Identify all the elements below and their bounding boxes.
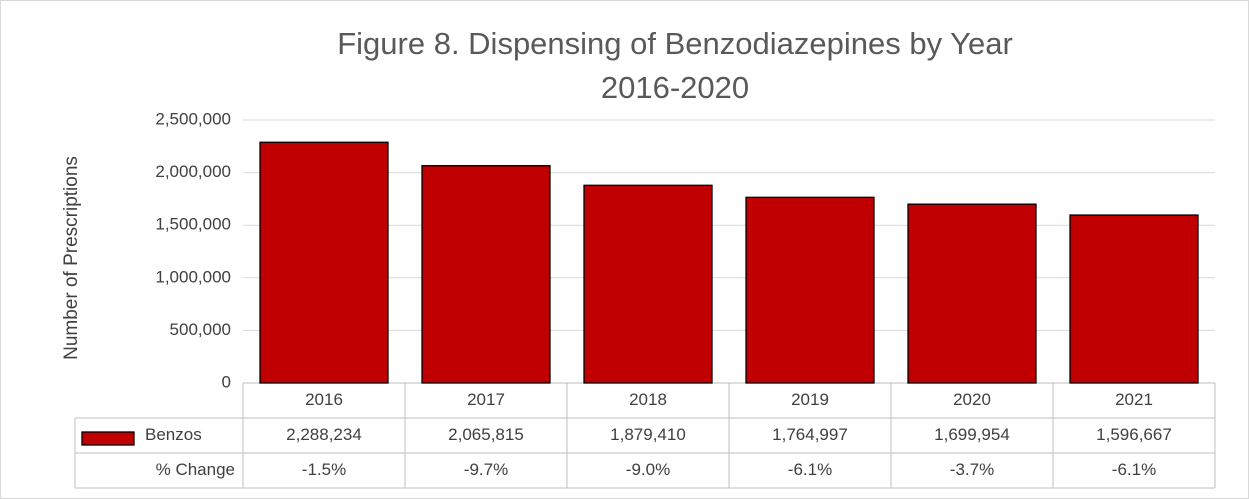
legend-label: Benzos	[145, 425, 202, 444]
table-value: 2,288,234	[286, 425, 362, 444]
row-label: % Change	[156, 460, 235, 479]
x-tick-label: 2019	[791, 390, 829, 409]
y-axis-label: Number of Prescriptions	[61, 156, 82, 360]
bar	[583, 184, 713, 384]
y-tick-label: 0	[222, 372, 231, 391]
table-value: 2,065,815	[448, 425, 524, 444]
x-tick-label: 2016	[305, 390, 343, 409]
bar	[907, 203, 1037, 384]
x-tick-label: 2017	[467, 390, 505, 409]
bar	[1069, 214, 1199, 384]
y-tick-label: 2,500,000	[155, 109, 231, 128]
table-value: -1.5%	[302, 460, 346, 479]
chart-subtitle: 2016-2020	[601, 70, 749, 105]
table-value: -9.0%	[626, 460, 670, 479]
x-tick-label: 2020	[953, 390, 991, 409]
y-tick-label: 500,000	[170, 320, 231, 339]
table-value: -3.7%	[950, 460, 994, 479]
table-value: 1,699,954	[934, 425, 1010, 444]
y-tick-label: 1,500,000	[155, 215, 231, 234]
bar	[745, 196, 875, 384]
table-value: 1,596,667	[1096, 425, 1172, 444]
table-value: -9.7%	[464, 460, 508, 479]
table-value: 1,879,410	[610, 425, 686, 444]
bar	[259, 141, 389, 384]
x-tick-label: 2021	[1115, 390, 1153, 409]
table-value: -6.1%	[1112, 460, 1156, 479]
y-tick-label: 1,000,000	[155, 267, 231, 286]
legend-swatch	[81, 431, 135, 446]
y-tick-label: 2,000,000	[155, 162, 231, 181]
bar	[421, 165, 551, 384]
table-value: -6.1%	[788, 460, 832, 479]
table-value: 1,764,997	[772, 425, 848, 444]
chart-title: Figure 8. Dispensing of Benzodiazepines …	[337, 26, 1013, 61]
x-tick-label: 2018	[629, 390, 667, 409]
